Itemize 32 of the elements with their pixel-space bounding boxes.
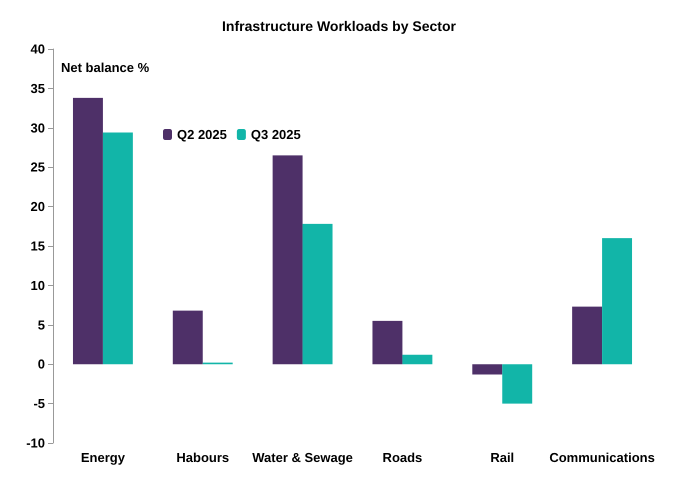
bar [102,132,133,364]
bar [72,98,103,364]
bar [402,354,432,364]
legend-label: Q3 2025 [250,127,301,142]
x-tick-label: Water & Sewage [252,450,353,465]
bar [502,364,532,404]
bar [172,310,203,364]
y-tick-label: 10 [30,278,45,293]
y-tick-label: -5 [33,396,45,412]
bar [572,306,602,364]
y-tick-label: 20 [30,199,45,214]
bar [602,238,632,364]
x-tick-label: Communications [549,450,655,465]
y-tick-label: 25 [30,160,45,175]
bar [472,364,502,374]
y-tick-label: 0 [38,356,45,372]
y-tick-label: 35 [30,80,45,96]
chart-title: Infrastructure Workloads by Sector [222,18,457,34]
y-tick-label: 30 [30,120,45,136]
x-tick-label: Habours [176,450,230,465]
y-axis-title: Net balance % [61,60,150,75]
x-tick-label: Roads [382,450,422,465]
x-tick-label: Rail [490,450,514,465]
y-tick-label: 40 [30,42,45,56]
y-tick-label: 5 [38,317,45,332]
y-tick-label: 15 [30,238,45,254]
bar [302,224,333,364]
bar [272,155,303,364]
y-tick-label: -10 [26,436,45,450]
legend-label: Q2 2025 [177,127,227,142]
x-tick-label: Energy [80,450,126,465]
bar [372,320,402,364]
